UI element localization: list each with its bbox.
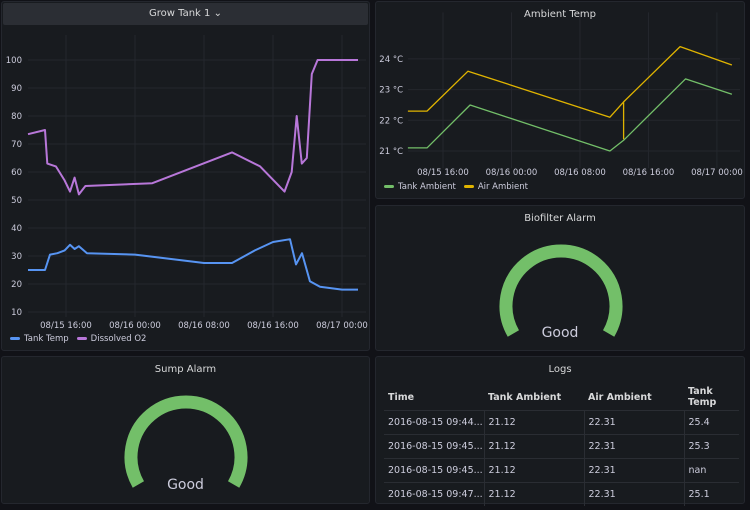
sump-gauge (124, 395, 248, 488)
table-cell: 25.1 (684, 481, 739, 506)
column-header[interactable]: Air Ambient (588, 391, 652, 403)
y-tick-label: 24 °C (379, 55, 403, 65)
x-tick-label: 08/16 08:00 (178, 321, 230, 331)
table-cell: 2016-08-15 09:45... (384, 457, 485, 482)
y-tick-label: 21 °C (379, 147, 403, 157)
gauge-value: Good (541, 325, 579, 341)
y-tick-label: 22 °C (379, 116, 403, 126)
table-row: 2016-08-15 09:44... 21.12 22.31 25.4 (384, 409, 739, 434)
y-tick-label: 20 (11, 280, 22, 290)
sump-alarm-panel: Sump Alarm Good (1, 356, 370, 504)
table-cell: 22.31 (584, 409, 685, 434)
legend-label: Tank Ambient (398, 182, 456, 192)
panel-title: Sump Alarm (154, 364, 217, 375)
ambient-temp-chart: 21 °C 22 °C 23 °C 24 °C 08/15 16:00 08/16 00:… (379, 12, 743, 178)
table-cell: 2016-08-15 09:44... (384, 409, 485, 434)
legend-label: Tank Temp (24, 334, 69, 344)
gauge-arc (499, 244, 623, 337)
table-cell: 21.12 (484, 433, 585, 458)
column-header[interactable]: Time (388, 391, 415, 403)
y-tick-label: 90 (11, 84, 22, 94)
x-tick-label: 08/15 16:00 (40, 321, 92, 331)
biofilter-alarm-panel: Biofilter Alarm Good (375, 205, 745, 351)
chevron-down-icon: ⌄ (213, 8, 222, 19)
table-cell: 25.3 (684, 433, 739, 458)
table-cell: 25.4 (684, 409, 739, 434)
logs-table: Time Tank Ambient Air Ambient Tank Temp … (384, 385, 739, 506)
table-cell: 22.31 (584, 481, 685, 506)
x-tick-label: 08/16 16:00 (247, 321, 299, 331)
gauge-arc (124, 395, 248, 488)
panel-title: Logs (548, 364, 572, 375)
x-tick-label: 08/17 00:00 (316, 321, 368, 331)
biofilter-gauge (499, 244, 623, 337)
series-line-tank-ambient (407, 78, 733, 152)
table-row: 2016-08-15 09:47... 21.12 22.31 25.1 (384, 481, 739, 506)
table-row: 2016-08-15 09:45... 21.12 22.31 nan (384, 457, 739, 482)
table-cell: 21.12 (484, 481, 585, 506)
x-tick-label: 08/15 16:00 (417, 168, 469, 178)
table-cell: nan (684, 457, 739, 482)
series-line-dissolved-o2 (27, 59, 358, 196)
x-tick-label: 08/16 00:00 (109, 321, 161, 331)
ambient-temp-panel: Ambient Temp (375, 1, 745, 199)
y-tick-label: 30 (11, 252, 22, 262)
gauge-value: Good (167, 477, 204, 493)
x-tick-label: 08/17 00:00 (691, 168, 743, 178)
logs-panel: Logs Time Tank Ambient Air Ambient Tank … (375, 356, 745, 506)
y-tick-label: 40 (11, 224, 22, 234)
y-tick-label: 70 (11, 140, 22, 150)
y-tick-label: 100 (6, 56, 22, 66)
column-header[interactable]: Tank Ambient (488, 391, 562, 403)
table-cell: 2016-08-15 09:45... (384, 433, 485, 458)
grow-tank-legend: Tank Temp Dissolved O2 (10, 334, 146, 344)
legend-label: Air Ambient (477, 182, 528, 192)
x-tick-label: 08/16 16:00 (623, 168, 675, 178)
series-line-air-ambient (407, 45, 733, 140)
column-header[interactable]: Tank Temp (688, 386, 717, 409)
legend-item-tank-temp[interactable]: Tank Temp (10, 334, 69, 344)
y-tick-label: 10 (11, 308, 22, 318)
grow-tank-row-header[interactable]: Grow Tank 1 ⌄ (3, 3, 368, 25)
table-cell: 22.31 (584, 433, 685, 458)
series-line-tank-temp (28, 238, 358, 291)
x-tick-label: 08/16 00:00 (486, 168, 538, 178)
legend-item-tank-ambient[interactable]: Tank Ambient (384, 182, 456, 192)
y-tick-label: 50 (11, 196, 22, 206)
legend-item-dissolved-o2[interactable]: Dissolved O2 (76, 334, 147, 344)
table-row: 2016-08-15 09:45... 21.12 22.31 25.3 (384, 433, 739, 458)
x-tick-label: 08/16 08:00 (554, 168, 606, 178)
table-cell: 21.12 (484, 409, 585, 434)
ambient-legend: Tank Ambient Air Ambient (384, 182, 528, 192)
legend-item-air-ambient[interactable]: Air Ambient (463, 182, 528, 192)
table-cell: 21.12 (484, 457, 585, 482)
panel-title: Ambient Temp (524, 9, 596, 20)
panel-title: Biofilter Alarm (524, 213, 596, 224)
legend-label: Dissolved O2 (90, 334, 147, 344)
y-tick-label: 23 °C (379, 86, 403, 96)
table-cell: 2016-08-15 09:47... (384, 481, 485, 506)
grow-tank-chart: 10 20 30 40 50 60 70 80 90 100 08/15 16:00 08/16 00… (6, 35, 368, 331)
y-tick-label: 60 (11, 168, 22, 178)
y-tick-label: 80 (11, 112, 22, 122)
grow-tank-title: Grow Tank 1 (149, 8, 211, 19)
table-cell: 22.31 (584, 457, 685, 482)
